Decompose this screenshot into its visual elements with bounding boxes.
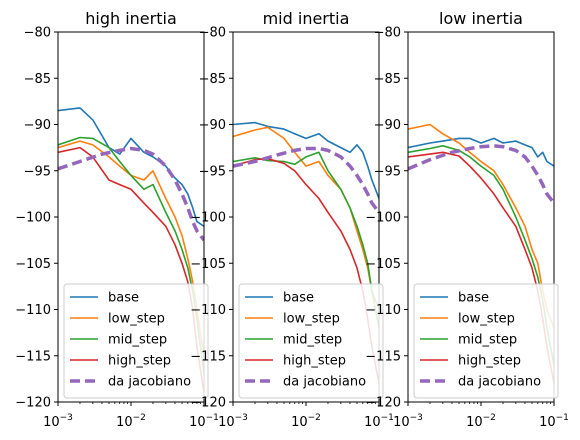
legend-label: da jacobiano	[283, 375, 366, 390]
series-group	[408, 123, 554, 384]
x-tick-label: 10−2	[466, 413, 496, 430]
legend-label: high_step	[108, 354, 171, 369]
y-tick-label: −105	[365, 257, 401, 272]
x-tick-label: 10−3	[393, 413, 423, 430]
series-line-low_step	[233, 126, 379, 310]
series-line-low_step	[408, 123, 554, 329]
series-line-low_step	[58, 140, 204, 356]
y-tick-label: −90	[374, 118, 401, 133]
panel-1: −80 −85 −90 −95 −100 −105 −110 −115 −120 10−3 10−2…	[190, 9, 394, 430]
series-line-da-jacobiano	[233, 146, 379, 214]
y-tick-label: −85	[199, 72, 226, 87]
panel-2: −80 −85 −90 −95 −100 −105 −110 −115 −120 10−3 10−2…	[365, 9, 569, 430]
panel-title: low inertia	[439, 9, 523, 28]
panel-title: high inertia	[85, 9, 177, 28]
y-tick-label: −105	[190, 257, 226, 272]
legend-box	[238, 283, 384, 399]
y-tick-label: −95	[199, 164, 226, 179]
legend-label: high_step	[458, 354, 521, 369]
series-line-base	[58, 107, 204, 227]
legend-label: da jacobiano	[108, 375, 191, 390]
legend-label: base	[283, 291, 314, 306]
y-tick-label: −100	[190, 211, 226, 226]
y-tick-label: −80	[199, 26, 226, 41]
y-tick-label: −85	[374, 72, 401, 87]
y-tick-label: −115	[190, 349, 226, 364]
y-tick-label: −120	[365, 396, 401, 411]
y-tick-label: −105	[15, 257, 51, 272]
series-line-mid_step	[58, 136, 204, 375]
legend-label: da jacobiano	[458, 375, 541, 390]
y-tick-label: −120	[15, 396, 51, 411]
legend-label: low_step	[108, 312, 165, 327]
x-tick-label: 10−1	[539, 413, 569, 430]
x-tick-label: 10−2	[291, 413, 321, 430]
y-tick-label: −110	[365, 303, 401, 318]
x-tick-label: 10−2	[116, 413, 146, 430]
series-line-da-jacobiano	[408, 144, 554, 205]
x-tick-label: 10−1	[189, 413, 219, 430]
y-tick-label: −110	[190, 303, 226, 318]
series-line-da-jacobiano	[58, 146, 204, 242]
legend-box	[63, 283, 209, 399]
x-tick-label: 10−1	[364, 413, 394, 430]
y-tick-label: −85	[24, 72, 51, 87]
legend-label: base	[458, 291, 489, 306]
y-tick-label: −100	[15, 211, 51, 226]
y-tick-label: −80	[24, 26, 51, 41]
panel-title: mid inertia	[263, 9, 350, 28]
panel-0: −80 −85 −90 −95 −100 −105 −110 −115 −120 10−3 10−2…	[15, 9, 219, 430]
y-tick-label: −110	[15, 303, 51, 318]
y-tick-label: −95	[24, 164, 51, 179]
legend-label: low_step	[283, 312, 340, 327]
x-tick-label: 10−3	[43, 413, 73, 430]
legend-label: base	[108, 291, 139, 306]
y-tick-label: −80	[374, 26, 401, 41]
y-tick-label: −95	[374, 164, 401, 179]
y-tick-label: −115	[365, 349, 401, 364]
legend-label: low_step	[458, 312, 515, 327]
legend-label: mid_step	[108, 333, 167, 348]
legend-label: mid_step	[283, 333, 342, 348]
x-tick-label: 10−3	[218, 413, 248, 430]
legend-box	[413, 283, 559, 399]
series-line-base	[233, 121, 379, 199]
y-tick-label: −120	[190, 396, 226, 411]
legend-label: high_step	[283, 354, 346, 369]
y-tick-label: −115	[15, 349, 51, 364]
legend-label: mid_step	[458, 333, 517, 348]
series-line-base	[408, 137, 554, 167]
y-tick-label: −100	[365, 211, 401, 226]
y-tick-label: −90	[199, 118, 226, 133]
y-tick-label: −90	[24, 118, 51, 133]
